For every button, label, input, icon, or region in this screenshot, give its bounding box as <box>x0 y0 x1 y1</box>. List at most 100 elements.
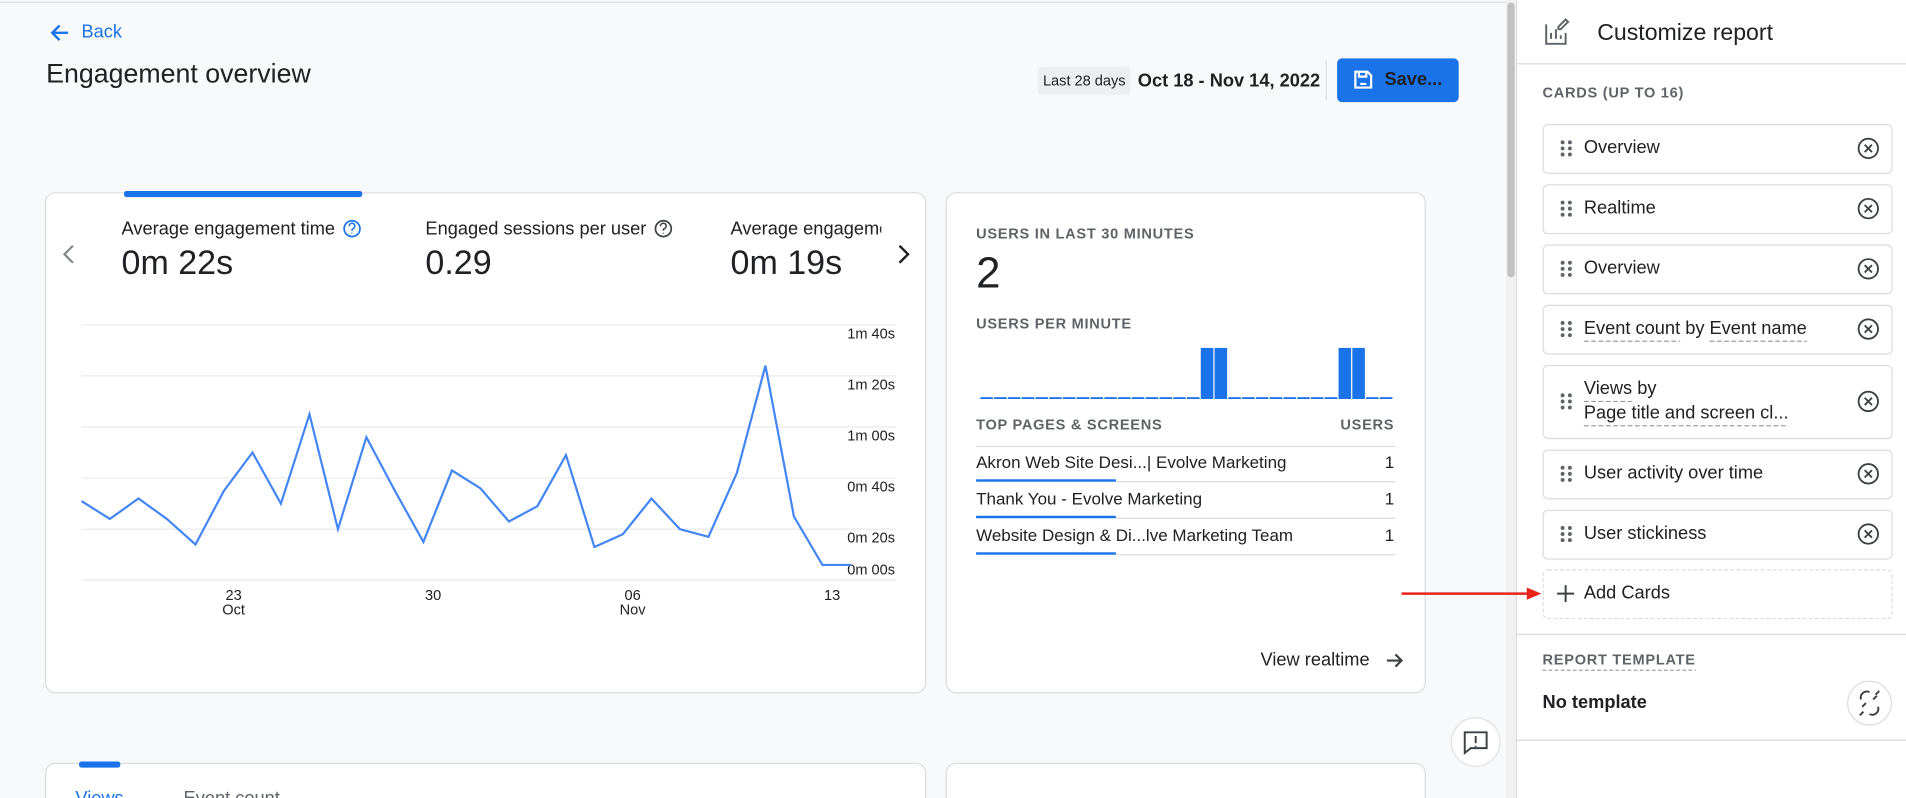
drag-handle-dot[interactable] <box>1567 146 1572 151</box>
drag-handle-dot[interactable] <box>1560 525 1565 530</box>
drag-handle-dot[interactable] <box>1560 538 1565 543</box>
drag-handle-dot[interactable] <box>1567 471 1572 476</box>
help-icon-mark[interactable] <box>659 222 667 234</box>
remove-icon[interactable] <box>1857 137 1879 160</box>
save-bg[interactable] <box>1337 58 1459 103</box>
bottom-tab[interactable]: Event count <box>184 787 280 798</box>
card-box[interactable] <box>1542 124 1893 174</box>
remove-icon-x[interactable] <box>1864 397 1873 406</box>
drag-handle-dot[interactable] <box>1567 477 1572 482</box>
help-icon-mark[interactable] <box>348 222 356 234</box>
drag-handle-dot[interactable] <box>1560 260 1565 265</box>
drag-handle-dot[interactable] <box>1560 152 1565 157</box>
card-item[interactable]: Realtime <box>1542 184 1893 235</box>
drag-handle-dot[interactable] <box>1560 399 1565 404</box>
card-item[interactable]: Event count by Event name <box>1542 304 1893 355</box>
card-item[interactable]: Views by Page title and screen cl... <box>1542 364 1893 440</box>
drag-handle-dot[interactable] <box>1560 333 1565 338</box>
save-button[interactable]: Save... <box>1337 58 1459 103</box>
drag-handle-dot[interactable] <box>1560 206 1565 211</box>
add-cards-plus[interactable] <box>1557 585 1575 603</box>
drag-handle-dot[interactable] <box>1560 532 1565 536</box>
drag-handle-dot[interactable] <box>1567 532 1572 536</box>
help-icon[interactable] <box>343 219 361 238</box>
drag-handle-dot[interactable] <box>1567 206 1572 211</box>
drag-handle-dot[interactable] <box>1560 146 1565 151</box>
view-realtime-text[interactable]: View realtime <box>1261 648 1370 669</box>
remove-icon-x[interactable] <box>1864 204 1873 213</box>
help-icon[interactable] <box>654 219 673 238</box>
drag-handle-dot[interactable] <box>1560 465 1565 470</box>
drag-handle-dot[interactable] <box>1567 393 1572 398</box>
remove-icon[interactable] <box>1857 318 1879 340</box>
card-box[interactable] <box>1542 244 1893 295</box>
drag-handle-dot[interactable] <box>1567 200 1572 205</box>
metric-value[interactable]: 0.29 <box>425 244 491 282</box>
card-box[interactable] <box>1542 449 1893 500</box>
metric-value[interactable]: 0m 22s <box>122 244 234 282</box>
drag-handle-dot[interactable] <box>1560 266 1565 271</box>
drag-handle-dot[interactable] <box>1560 471 1565 476</box>
remove-icon[interactable] <box>1857 390 1879 413</box>
remove-icon-x[interactable] <box>1864 469 1873 479</box>
add-cards[interactable]: Add Cards <box>1542 569 1893 620</box>
date-range[interactable]: Oct 18 - Nov 14, 2022 <box>1138 69 1320 90</box>
view-realtime-arrow[interactable] <box>1386 653 1404 668</box>
back-link[interactable]: Back <box>50 21 123 42</box>
back-text[interactable]: Back <box>81 21 122 42</box>
card-item[interactable]: Overview <box>1542 124 1893 174</box>
drag-handle-dot[interactable] <box>1560 393 1565 398</box>
drag-handle-dot[interactable] <box>1567 321 1572 325</box>
card-item[interactable]: Overview <box>1542 244 1893 295</box>
metric-label[interactable]: Engaged sessions per user <box>425 218 646 239</box>
drag-handle-dot[interactable] <box>1567 260 1572 265</box>
remove-icon[interactable] <box>1857 197 1879 220</box>
drag-handle-dot[interactable] <box>1560 405 1565 410</box>
add-cards-text[interactable]: Add Cards <box>1584 581 1670 602</box>
scrollbar-thumb[interactable] <box>1507 2 1515 278</box>
template-button[interactable] <box>1847 680 1893 726</box>
bottom-tab[interactable]: Views <box>75 787 123 798</box>
remove-icon[interactable] <box>1857 463 1879 485</box>
prev-chevron[interactable] <box>62 244 74 264</box>
drag-handle-dot[interactable] <box>1560 477 1565 482</box>
drag-handle-dot[interactable] <box>1567 140 1572 145</box>
drag-handle-dot[interactable] <box>1560 200 1565 205</box>
drag-handle-dot[interactable] <box>1560 327 1565 331</box>
remove-icon[interactable] <box>1857 258 1879 280</box>
remove-icon-x[interactable] <box>1864 264 1873 274</box>
metric-label[interactable]: Average engageme <box>731 218 890 239</box>
save-icon[interactable] <box>1354 70 1373 89</box>
next-chevron[interactable] <box>898 244 910 264</box>
drag-handle-dot[interactable] <box>1567 399 1572 404</box>
drag-handle-dot[interactable] <box>1567 327 1572 331</box>
card-box[interactable] <box>1542 364 1893 440</box>
drag-handle-dot[interactable] <box>1560 321 1565 325</box>
drag-handle-dot[interactable] <box>1567 465 1572 470</box>
drag-handle-dot[interactable] <box>1567 266 1572 271</box>
drag-handle-dot[interactable] <box>1560 140 1565 145</box>
add-cards-box[interactable] <box>1542 569 1893 620</box>
save-text[interactable]: Save... <box>1385 68 1443 89</box>
drag-handle-dot[interactable] <box>1567 272 1572 277</box>
card-box[interactable] <box>1542 509 1893 560</box>
drag-handle-dot[interactable] <box>1567 212 1572 217</box>
feedback-icon[interactable] <box>1463 731 1488 756</box>
drag-handle-dot[interactable] <box>1567 333 1572 338</box>
metric-label[interactable]: Average engagement time <box>122 218 335 239</box>
back-icon[interactable] <box>50 24 69 42</box>
metric-value[interactable]: 0m 19s <box>731 244 843 282</box>
remove-icon-x[interactable] <box>1864 324 1873 334</box>
remove-icon-x[interactable] <box>1864 529 1873 539</box>
card-item[interactable]: User activity over time <box>1542 449 1893 500</box>
remove-icon[interactable] <box>1857 523 1879 545</box>
drag-handle-dot[interactable] <box>1567 405 1572 410</box>
template-icon[interactable] <box>1859 690 1880 716</box>
drag-handle-dot[interactable] <box>1567 152 1572 157</box>
drag-handle-dot[interactable] <box>1560 272 1565 277</box>
view-realtime-link[interactable]: View realtime <box>1261 648 1404 669</box>
drag-handle-dot[interactable] <box>1567 525 1572 530</box>
card-item[interactable]: User stickiness <box>1542 509 1893 560</box>
remove-icon-x[interactable] <box>1864 144 1873 153</box>
drag-handle-dot[interactable] <box>1567 538 1572 543</box>
